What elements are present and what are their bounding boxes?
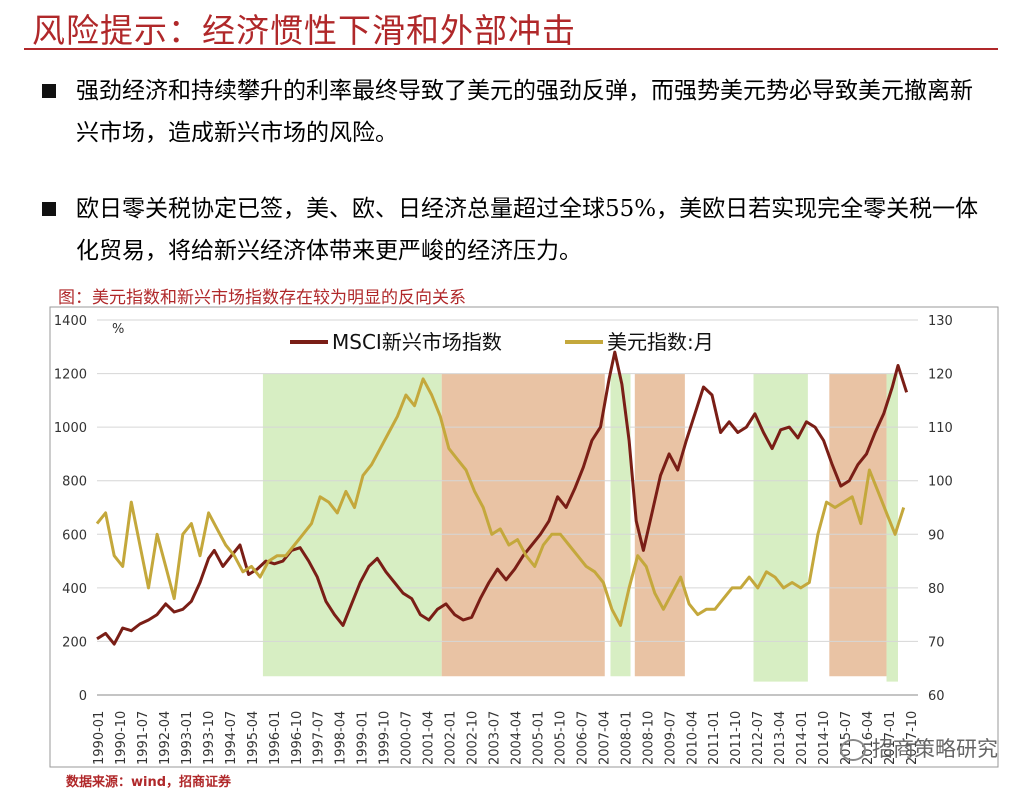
x-tick-label: 2017-01 xyxy=(883,711,898,765)
series-line-1 xyxy=(96,350,909,646)
x-tick-label: 1991-07 xyxy=(136,711,151,765)
x-tick-label: 2000-07 xyxy=(400,711,415,765)
x-tick-label: 2012-07 xyxy=(751,711,766,765)
wechat-icon xyxy=(840,739,866,761)
x-tick-label: 2007-04 xyxy=(597,711,612,765)
y-right-tick-label: 80 xyxy=(928,582,945,597)
y-left-tick-label: 1400 xyxy=(54,314,87,329)
y-left-tick-label: 800 xyxy=(62,475,87,490)
x-tick-label: 2009-07 xyxy=(663,711,678,765)
shaded-period-1 xyxy=(262,373,442,677)
page-title: 风险提示：经济惯性下滑和外部冲击 xyxy=(32,11,576,50)
data-source: 数据来源：wind，招商证券 xyxy=(66,775,232,790)
x-tick-label: 1999-01 xyxy=(356,711,371,765)
x-tick-label: 2008-01 xyxy=(619,711,634,765)
x-tick-label: 1996-10 xyxy=(290,711,305,765)
x-tick-label: 2014-10 xyxy=(817,711,832,765)
legend-label-2: 美元指数:月 xyxy=(607,330,714,354)
x-tick-label: 2002-01 xyxy=(444,711,459,765)
x-tick-label: 2011-10 xyxy=(729,711,744,765)
y-right-tick-label: 100 xyxy=(928,475,953,490)
x-tick-label: 1996-01 xyxy=(268,711,283,765)
y-right-tick-label: 70 xyxy=(928,635,945,650)
x-tick-label: 1995-04 xyxy=(246,711,261,765)
x-tick-label: 2004-04 xyxy=(509,711,524,765)
y-left-tick-label: 600 xyxy=(62,528,87,543)
y-left-tick-label: 0 xyxy=(79,689,87,704)
y-right-tick-label: 110 xyxy=(928,421,953,436)
x-tick-label: 1990-10 xyxy=(114,711,129,765)
x-tick-label: 2005-10 xyxy=(553,711,568,765)
x-tick-label: 1993-01 xyxy=(180,711,195,765)
bullet-text-2: 欧日零关税协定已签，美、欧、日经济总量超过全球55%，美欧日若实现完全零关税一体… xyxy=(76,196,979,264)
x-tick-label: 1990-01 xyxy=(92,711,107,765)
y-right-tick-label: 90 xyxy=(928,528,945,543)
shaded-period-4 xyxy=(634,373,685,677)
x-tick-label: 2011-01 xyxy=(707,711,722,765)
y-unit-label: % xyxy=(112,322,124,337)
x-tick-label: 1992-04 xyxy=(158,711,173,765)
x-tick-label: 1993-10 xyxy=(202,711,217,765)
series-line-2 xyxy=(95,377,906,627)
watermark-text: 招商策略研究 xyxy=(872,737,998,761)
y-right-tick-label: 60 xyxy=(928,689,945,704)
x-tick-label: 2017-10 xyxy=(905,711,920,765)
x-tick-label: 2001-04 xyxy=(422,711,437,765)
chart-frame xyxy=(49,306,999,768)
bullet-square-icon xyxy=(42,202,56,216)
bullet-point-2: 欧日零关税协定已签，美、欧、日经济总量超过全球55%，美欧日若实现完全零关税一体… xyxy=(42,188,992,272)
legend-label-1: MSCI新兴市场指数 xyxy=(332,330,502,354)
title-divider xyxy=(24,48,998,50)
watermark: 招商策略研究 xyxy=(840,733,998,763)
shaded-period-2 xyxy=(441,373,605,677)
y-left-tick-label: 200 xyxy=(62,635,87,650)
y-right-tick-label: 130 xyxy=(928,314,953,329)
y-right-tick-label: 120 xyxy=(928,368,953,383)
x-tick-label: 2005-01 xyxy=(531,711,546,765)
x-tick-label: 1998-04 xyxy=(334,711,349,765)
y-left-tick-label: 1000 xyxy=(54,421,87,436)
bullet-text-1: 强劲经济和持续攀升的利率最终导致了美元的强劲反弹，而强势美元势必导致美元撤离新兴… xyxy=(76,78,973,146)
x-tick-label: 2013-04 xyxy=(773,711,788,765)
x-tick-label: 2014-01 xyxy=(795,711,810,765)
x-tick-label: 2010-04 xyxy=(685,711,700,765)
figure-caption: 图：美元指数和新兴市场指数存在较为明显的反向关系 xyxy=(58,288,466,308)
y-left-tick-label: 400 xyxy=(62,582,87,597)
x-tick-label: 2003-07 xyxy=(488,711,503,765)
bullet-point-1: 强劲经济和持续攀升的利率最终导致了美元的强劲反弹，而强势美元势必导致美元撤离新兴… xyxy=(42,70,992,154)
x-tick-label: 2002-10 xyxy=(466,711,481,765)
x-tick-label: 1997-07 xyxy=(312,711,327,765)
shaded-period-5 xyxy=(753,373,808,682)
x-tick-label: 1994-07 xyxy=(224,711,239,765)
bullet-square-icon xyxy=(42,84,56,98)
x-tick-label: 1999-10 xyxy=(378,711,393,765)
shaded-period-6 xyxy=(829,373,887,677)
x-tick-label: 2006-07 xyxy=(575,711,590,765)
y-left-tick-label: 1200 xyxy=(54,368,87,383)
x-tick-label: 2008-10 xyxy=(641,711,656,765)
